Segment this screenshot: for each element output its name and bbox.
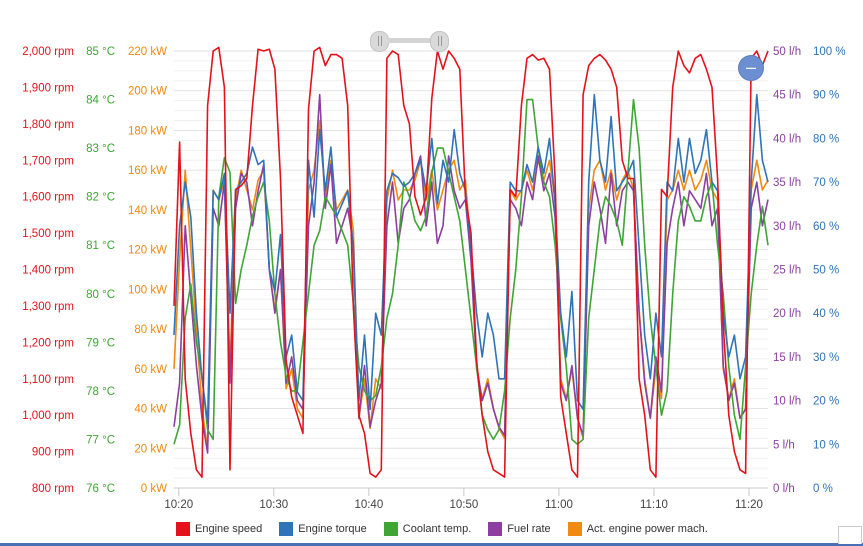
navigator-scroll-bar[interactable] xyxy=(388,38,432,43)
y-tick-label-speed: 1,800 rpm xyxy=(22,119,74,131)
y-tick-label-speed: 1,700 rpm xyxy=(22,155,74,167)
legend-label: Engine torque xyxy=(298,523,367,535)
y-tick-label-power: 200 kW xyxy=(128,86,167,98)
y-tick-label-coolant: 78 °C xyxy=(86,386,115,398)
y-tick-label-speed: 1,300 rpm xyxy=(22,301,74,313)
legend-swatch xyxy=(176,522,190,536)
legend-item-fuel-rate[interactable]: Fuel rate xyxy=(488,522,551,536)
y-tick-label-fuel: 50 l/h xyxy=(773,46,801,58)
y-tick-label-speed: 1,200 rpm xyxy=(22,337,74,349)
y-tick-label-coolant: 76 °C xyxy=(86,483,115,495)
y-tick-label-coolant: 84 °C xyxy=(86,95,115,107)
y-tick-label-speed: 1,400 rpm xyxy=(22,265,74,277)
legend-item-coolant-temp[interactable]: Coolant temp. xyxy=(383,522,472,536)
legend-swatch xyxy=(567,522,582,536)
y-tick-label-speed: 2,000 rpm xyxy=(22,46,74,58)
y-tick-label-speed: 800 rpm xyxy=(32,483,74,495)
y-tick-label-power: 140 kW xyxy=(128,205,167,217)
x-axis: 10:20 10:30 10:40 10:50 11:00 11:10 11:20 xyxy=(164,488,763,511)
x-tick-label: 10:40 xyxy=(354,499,383,511)
y-tick-label-coolant: 81 °C xyxy=(86,240,115,252)
legend-item-engine-power[interactable]: Act. engine power mach. xyxy=(567,522,708,536)
y-tick-label-power: 20 kW xyxy=(134,443,167,455)
legend-label: Engine speed xyxy=(195,523,263,535)
y-tick-label-power: 0 kW xyxy=(141,483,167,495)
y-tick-label-torque: 30 % xyxy=(813,352,839,364)
y-tick-label-torque: 80 % xyxy=(813,133,839,145)
y-tick-label-fuel: 45 l/h xyxy=(773,90,801,102)
legend-item-engine-torque[interactable]: Engine torque xyxy=(279,522,367,536)
legend-label: Fuel rate xyxy=(507,523,551,535)
y-axis-engine-torque: 0 % 10 % 20 % 30 % 40 % 50 % 60 % 70 % 80 % 90 % 1… xyxy=(813,46,846,495)
y-tick-label-torque: 10 % xyxy=(813,439,839,451)
legend-swatch xyxy=(279,522,294,536)
y-tick-label-power: 180 kW xyxy=(128,125,167,137)
y-tick-label-power: 40 kW xyxy=(134,404,167,416)
bottom-border xyxy=(0,543,863,546)
y-tick-label-fuel: 40 l/h xyxy=(773,133,801,145)
y-axis-engine-power: 0 kW 20 kW 40 kW 60 kW 80 kW 100 kW 120 kW 140 … xyxy=(128,46,167,495)
y-tick-label-fuel: 30 l/h xyxy=(773,221,801,233)
y-axis-fuel-rate: 0 l/h 5 l/h 10 l/h 15 l/h 20 l/h 25 l/h 30 l/h… xyxy=(773,46,801,495)
y-tick-label-coolant: 80 °C xyxy=(86,289,115,301)
legend-swatch xyxy=(488,522,503,536)
legend-label: Coolant temp. xyxy=(402,523,472,535)
y-tick-label-torque: 60 % xyxy=(813,221,839,233)
y-tick-label-fuel: 5 l/h xyxy=(773,439,795,451)
x-tick-label: 11:20 xyxy=(735,499,763,511)
x-tick-label: 10:20 xyxy=(164,499,193,511)
x-tick-label: 11:10 xyxy=(640,499,668,511)
y-tick-label-coolant: 82 °C xyxy=(86,192,115,204)
y-tick-label-coolant: 77 °C xyxy=(86,434,115,446)
y-tick-label-coolant: 85 °C xyxy=(86,46,115,58)
zoom-out-button[interactable]: – xyxy=(739,56,763,80)
navigator-right-handle[interactable] xyxy=(430,31,449,52)
legend-swatch xyxy=(383,522,398,536)
series-line-fuel-rate[interactable] xyxy=(173,93,769,454)
corner-control[interactable] xyxy=(838,526,862,544)
y-tick-label-speed: 1,100 rpm xyxy=(22,374,74,386)
legend-item-engine-speed[interactable]: Engine speed xyxy=(176,522,262,536)
y-tick-label-torque: 20 % xyxy=(813,396,839,408)
y-tick-label-fuel: 20 l/h xyxy=(773,308,801,320)
series-lines xyxy=(173,46,769,478)
y-tick-label-power: 120 kW xyxy=(128,245,167,257)
y-tick-label-torque: 100 % xyxy=(813,46,846,58)
y-tick-label-power: 60 kW xyxy=(134,364,167,376)
y-axis-engine-speed: 800 rpm 900 rpm 1,000 rpm 1,100 rpm 1,200 rp… xyxy=(22,46,74,495)
y-axis-coolant-temp: 76 °C 77 °C 78 °C 79 °C 80 °C 81 °C 82 °C 83 °C… xyxy=(86,46,115,495)
y-tick-label-torque: 40 % xyxy=(813,308,839,320)
series-line-coolant-temp[interactable] xyxy=(173,98,769,446)
y-tick-label-fuel: 35 l/h xyxy=(773,177,801,189)
y-tick-label-fuel: 15 l/h xyxy=(773,352,801,364)
y-tick-label-speed: 1,900 rpm xyxy=(22,82,74,94)
x-tick-label: 10:30 xyxy=(259,499,288,511)
y-tick-label-torque: 50 % xyxy=(813,265,839,277)
y-tick-label-fuel: 0 l/h xyxy=(773,483,795,495)
x-tick-label: 10:50 xyxy=(449,499,478,511)
legend-label: Act. engine power mach. xyxy=(586,523,708,535)
y-tick-label-power: 80 kW xyxy=(134,324,167,336)
y-tick-label-coolant: 79 °C xyxy=(86,337,115,349)
y-tick-label-speed: 1,000 rpm xyxy=(22,410,74,422)
y-tick-label-fuel: 10 l/h xyxy=(773,396,801,408)
y-tick-label-speed: 1,600 rpm xyxy=(22,192,74,204)
y-tick-label-coolant: 83 °C xyxy=(86,143,115,155)
series-line-engine-speed[interactable] xyxy=(173,46,769,478)
y-tick-label-fuel: 25 l/h xyxy=(773,265,801,277)
y-tick-label-torque: 90 % xyxy=(813,90,839,102)
y-tick-label-power: 220 kW xyxy=(128,46,167,58)
y-tick-label-speed: 900 rpm xyxy=(32,447,74,459)
y-tick-label-power: 100 kW xyxy=(128,284,167,296)
legend: Engine speed Engine torque Coolant temp.… xyxy=(176,522,708,536)
y-tick-label-power: 160 kW xyxy=(128,165,167,177)
x-tick-label: 11:00 xyxy=(545,499,573,511)
y-tick-label-torque: 70 % xyxy=(813,177,839,189)
y-tick-label-speed: 1,500 rpm xyxy=(22,228,74,240)
navigator-left-handle[interactable] xyxy=(370,31,389,52)
y-tick-label-torque: 0 % xyxy=(813,483,833,495)
range-navigator[interactable] xyxy=(370,31,450,52)
